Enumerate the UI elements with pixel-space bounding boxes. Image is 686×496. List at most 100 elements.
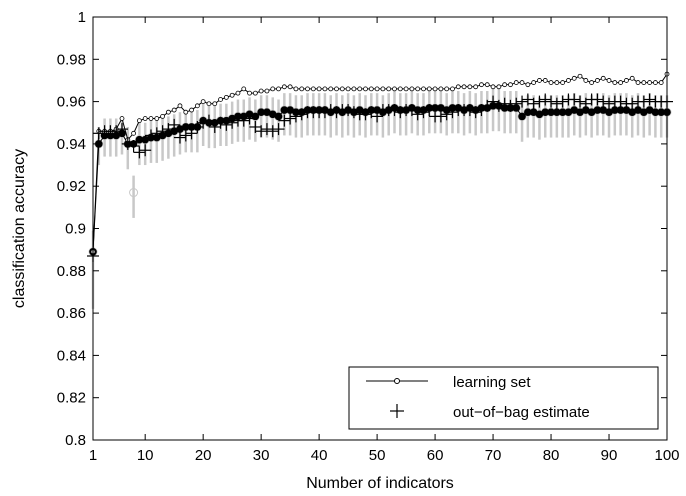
oob-point: [260, 123, 273, 136]
oob-point: [504, 99, 517, 112]
learning-set-point: [241, 86, 247, 92]
learning-set-point: [548, 80, 554, 85]
learning-set-point: [566, 78, 571, 83]
test-mean-point: [599, 106, 608, 114]
oob-point: [510, 97, 523, 110]
oob-point: [266, 125, 279, 138]
learning-set-point: [531, 80, 537, 85]
learning-set-point: [647, 80, 653, 85]
x-tick-label: 1: [89, 447, 97, 464]
learning-set-point: [305, 86, 310, 92]
y-tick-label: 0.96: [57, 94, 86, 111]
learning-set-point: [589, 80, 595, 85]
oob-point: [626, 97, 639, 110]
oob-point: [144, 129, 157, 142]
oob-point: [434, 110, 447, 123]
learning-set-point: [386, 86, 392, 92]
learning-set-point: [160, 114, 165, 119]
learning-set-point: [270, 86, 276, 92]
learning-set-point: [218, 97, 223, 102]
learning-set-point: [583, 78, 589, 83]
x-tick-label: 10: [137, 447, 154, 464]
oob-point: [463, 104, 476, 117]
learning-set-point: [519, 80, 525, 85]
oob-point: [324, 104, 337, 117]
oob-point: [527, 97, 540, 110]
learning-set-point: [287, 84, 293, 90]
oob-point: [255, 125, 268, 138]
learning-set-point: [357, 86, 363, 92]
test-mean-point: [611, 106, 619, 114]
oob-point: [597, 95, 610, 108]
oob-point: [168, 118, 181, 131]
oob-point: [492, 99, 505, 112]
oob-point: [202, 114, 215, 127]
learning-set-point: [537, 78, 542, 83]
learning-set-point: [397, 86, 403, 92]
learning-set-point: [276, 86, 281, 92]
oob-point: [133, 146, 146, 159]
x-tick-label: 80: [543, 447, 560, 464]
legend-box: [348, 366, 659, 430]
oob-point: [545, 95, 558, 108]
test-mean-point: [587, 108, 596, 116]
y-axis-label: classification accuracy: [11, 149, 28, 308]
test-mean-point: [135, 135, 144, 144]
oob-point: [556, 95, 569, 108]
test-mean-point: [605, 108, 613, 116]
oob-point: [243, 112, 256, 125]
learning-set-point: [409, 86, 415, 92]
learning-set-point: [212, 101, 218, 107]
learning-set-point: [403, 86, 409, 92]
oob-point: [110, 125, 123, 138]
test-mean-point: [628, 108, 637, 116]
legend-learning-set-marker: [394, 378, 400, 384]
learning-set-point: [461, 84, 467, 90]
learning-set-point: [380, 86, 386, 92]
y-tick-label: 1: [78, 9, 86, 26]
test-mean-point: [547, 108, 555, 116]
oob-point: [394, 106, 407, 119]
y-tick-label: 0.86: [57, 305, 86, 322]
oob-point: [156, 125, 169, 138]
y-tick-label: 0.84: [57, 347, 86, 364]
test-mean-point: [553, 108, 561, 116]
learning-set-point: [206, 101, 212, 107]
test-mean-point: [286, 106, 294, 114]
learning-set-point: [525, 82, 531, 88]
x-tick-label: 70: [485, 447, 502, 464]
ticks-layer: 1 10 20 30 40 50 60 70 80 90 100 0.8 0.82 0.84 0.86 0.8…: [57, 9, 680, 464]
oob-point: [539, 93, 552, 106]
test-mean-point: [593, 106, 602, 114]
learning-set-point: [171, 107, 177, 113]
learning-set-point: [223, 94, 229, 100]
learning-set-point: [502, 82, 508, 88]
test-mean-point: [640, 108, 648, 116]
learning-set-point: [421, 86, 426, 92]
test-mean-point: [634, 106, 642, 114]
learning-set-point: [189, 107, 194, 113]
learning-set-point: [629, 75, 635, 81]
learning-set-point: [299, 86, 305, 92]
learning-set-point: [450, 86, 455, 92]
learning-set-point: [600, 75, 606, 81]
oob-point: [440, 108, 453, 121]
oob-point: [237, 114, 250, 127]
oob-point: [289, 110, 302, 123]
learning-set-point: [392, 86, 397, 92]
test-mean-point: [622, 106, 631, 114]
learning-set-point: [444, 86, 450, 92]
x-tick-label: 20: [195, 447, 212, 464]
x-tick-label: 30: [253, 447, 270, 464]
learning-set-point: [258, 88, 264, 94]
learning-set-point: [165, 109, 171, 115]
oob-point: [347, 106, 360, 119]
y-tick-label: 0.92: [57, 178, 86, 195]
learning-set-point: [235, 90, 241, 96]
learning-set-point: [635, 80, 641, 85]
oob-point: [295, 108, 308, 121]
oob-point: [469, 106, 482, 119]
learning-set-point: [374, 86, 380, 92]
oob-point: [643, 93, 656, 106]
